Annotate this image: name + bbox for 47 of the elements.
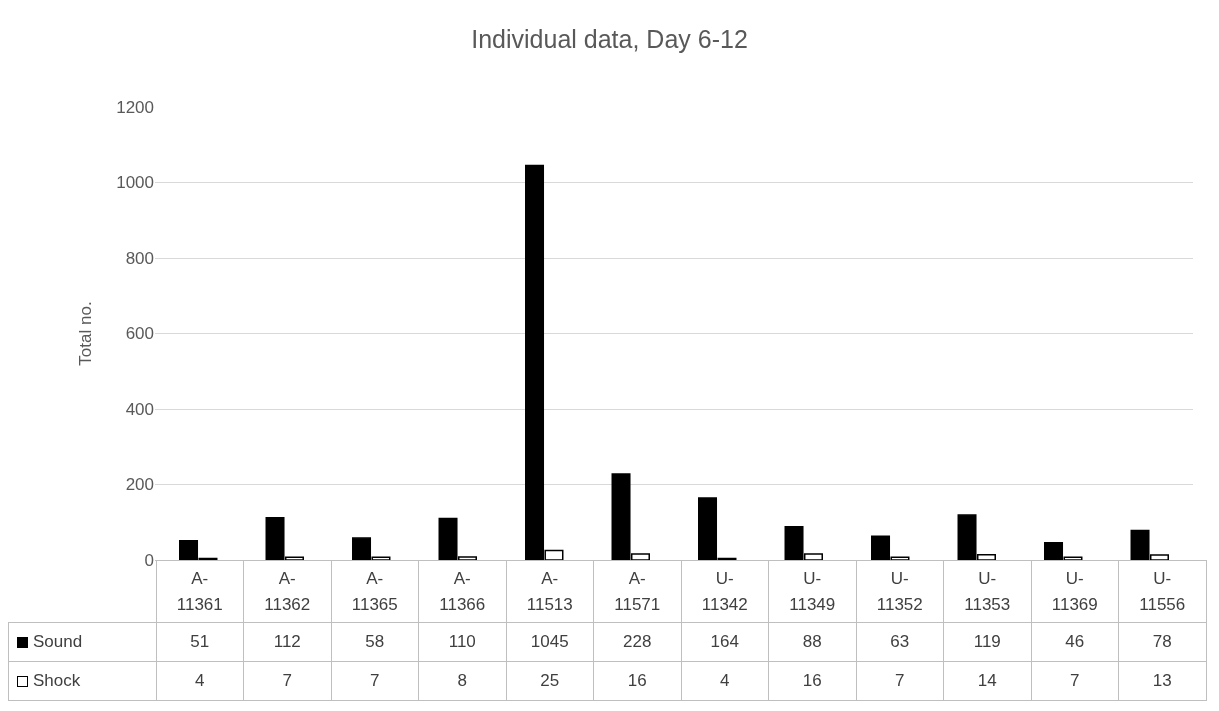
data-label: 46 — [1031, 622, 1119, 662]
x-tick-label: U-11369 — [1031, 560, 1119, 623]
data-label: 4 — [681, 661, 769, 701]
x-tick-label: U-11353 — [943, 560, 1031, 623]
data-label: 16 — [768, 661, 856, 701]
data-label: 7 — [331, 661, 419, 701]
data-label: 13 — [1118, 661, 1206, 701]
data-label: 7 — [1031, 661, 1119, 701]
x-tick-label: U-11349 — [768, 560, 856, 623]
x-tick-label: A-11366 — [418, 560, 506, 623]
y-tick-label: 600 — [125, 324, 154, 344]
x-tick-label: U-11556 — [1118, 560, 1206, 623]
y-tick-label: 800 — [125, 248, 154, 268]
data-label: 164 — [681, 622, 769, 662]
y-tick-label: 200 — [125, 475, 154, 495]
data-label: 7 — [243, 661, 331, 701]
data-label: 88 — [768, 622, 856, 662]
data-label: 7 — [856, 661, 944, 701]
chart-title: Individual data, Day 6-12 — [471, 24, 748, 53]
legend-label: Sound — [8, 622, 156, 662]
y-axis-title: Total no. — [75, 301, 95, 366]
y-tick-label: 400 — [125, 399, 154, 419]
y-tick-label: 0 — [144, 550, 154, 570]
data-label: 14 — [943, 661, 1031, 701]
data-label: 25 — [506, 661, 594, 701]
data-label: 110 — [418, 622, 506, 662]
x-tick-label: A-11362 — [243, 560, 331, 623]
data-label: 51 — [156, 622, 244, 662]
data-label: 16 — [593, 661, 681, 701]
data-label: 78 — [1118, 622, 1206, 662]
data-label: 119 — [943, 622, 1031, 662]
data-label: 4 — [156, 661, 244, 701]
x-tick-label: A-11365 — [331, 560, 419, 623]
x-tick-label: A-11571 — [593, 560, 681, 623]
data-label: 63 — [856, 622, 944, 662]
x-tick-label: U-11342 — [681, 560, 769, 623]
y-tick-label: 1200 — [116, 97, 154, 117]
data-label: 58 — [331, 622, 419, 662]
x-tick-label: A-11513 — [506, 560, 594, 623]
y-tick-label: 1000 — [116, 173, 154, 193]
data-label: 228 — [593, 622, 681, 662]
x-tick-label: U-11352 — [856, 560, 944, 623]
data-label: 1045 — [506, 622, 594, 662]
x-tick-label: A-11361 — [156, 560, 244, 623]
data-label: 8 — [418, 661, 506, 701]
legend-label: Shock — [8, 661, 156, 701]
data-label: 112 — [243, 622, 331, 662]
